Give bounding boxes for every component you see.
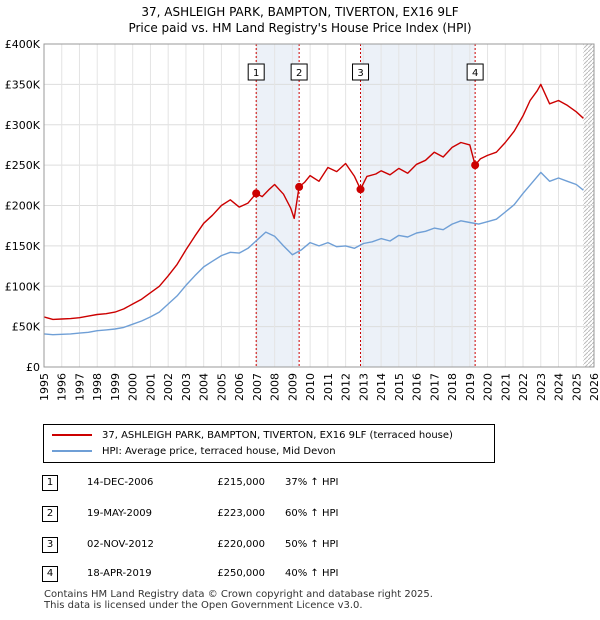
footer-line-2: This data is licensed under the Open Gov… <box>44 600 363 611</box>
chart-title: 37, ASHLEIGH PARK, BAMPTON, TIVERTON, EX… <box>0 4 600 36</box>
sale-point <box>356 185 365 194</box>
sale-number-badge: 4 <box>42 566 58 582</box>
sale-price: £250,000 <box>217 568 265 579</box>
title-line-1: 37, ASHLEIGH PARK, BAMPTON, TIVERTON, EX… <box>141 5 459 19</box>
x-tick-label: 2008 <box>269 373 282 401</box>
sale-label-box <box>352 63 370 81</box>
x-tick-label: 2024 <box>553 373 566 401</box>
y-tick-label: £0 <box>26 361 40 374</box>
y-tick-label: £100K <box>5 280 41 293</box>
legend-swatch-hpi <box>52 450 92 452</box>
x-tick-label: 2007 <box>251 373 264 401</box>
y-tick-label: £300K <box>5 119 41 132</box>
sale-label-box <box>466 63 484 81</box>
x-tick-label: 2019 <box>464 373 477 401</box>
sale-hpi-change: 40% ↑ HPI <box>285 568 339 579</box>
legend-label-hpi: HPI: Average price, terraced house, Mid … <box>102 446 336 457</box>
sale-hpi-change: 60% ↑ HPI <box>285 508 339 519</box>
price-chart: 1 2 3 4 £0 £50K £100K £150K £200K £250K £300K £350K… <box>5 38 600 401</box>
property-series-line <box>43 83 584 321</box>
x-tick-label: 2003 <box>180 373 193 401</box>
sale-date: 19-MAY-2009 <box>87 508 153 519</box>
footer-line-1: Contains HM Land Registry data © Crown c… <box>44 589 433 600</box>
sale-point <box>471 161 480 170</box>
sale-label: 4 <box>472 68 478 79</box>
y-tick-label: £350K <box>5 78 41 91</box>
table-row: 2 19-MAY-2009 £223,000 60% ↑ HPI <box>0 506 600 526</box>
x-tick-label: 2017 <box>428 373 441 401</box>
sale-date: 14-DEC-2006 <box>87 477 154 488</box>
x-tick-label: 2009 <box>286 373 299 401</box>
sale-price: £223,000 <box>217 508 265 519</box>
x-tick-label: 2005 <box>215 373 228 401</box>
sale-number-badge: 3 <box>42 537 58 553</box>
sale-label: 1 <box>253 68 259 79</box>
hpi-series-line <box>43 171 584 336</box>
footer-attribution: Contains HM Land Registry data © Crown c… <box>44 589 433 611</box>
table-row: 1 14-DEC-2006 £215,000 37% ↑ HPI <box>0 475 600 495</box>
x-tick-label: 2012 <box>340 373 353 401</box>
y-tick-label: £250K <box>5 159 41 172</box>
x-tick-label: 2020 <box>482 373 495 401</box>
plot-border <box>43 43 595 368</box>
sale-label: 2 <box>296 68 302 79</box>
y-tick-label: £150K <box>5 240 41 253</box>
x-tick-label: 1996 <box>56 373 69 401</box>
x-tick-label: 1998 <box>91 373 104 401</box>
y-tick-label: £200K <box>5 200 41 213</box>
sale-price: £220,000 <box>217 539 265 550</box>
x-tick-label: 2021 <box>499 373 512 401</box>
table-row: 4 18-APR-2019 £250,000 40% ↑ HPI <box>0 566 600 586</box>
sale-label-box <box>247 63 265 81</box>
x-tick-label: 1997 <box>73 373 86 401</box>
sale-label-box <box>290 63 308 81</box>
x-tick-label: 2014 <box>375 373 388 401</box>
legend-item-property: 37, ASHLEIGH PARK, BAMPTON, TIVERTON, EX… <box>52 428 453 444</box>
sale-number-badge: 2 <box>42 506 58 522</box>
title-line-2: Price paid vs. HM Land Registry's House … <box>128 21 472 35</box>
sale-price: £215,000 <box>217 477 265 488</box>
x-tick-label: 2011 <box>322 373 335 401</box>
x-tick-label: 2026 <box>588 373 600 401</box>
x-tick-label: 2015 <box>393 373 406 401</box>
x-tick-label: 2025 <box>570 373 583 401</box>
x-tick-label: 2002 <box>162 373 175 401</box>
table-row: 3 02-NOV-2012 £220,000 50% ↑ HPI <box>0 537 600 557</box>
legend-swatch-property <box>52 434 92 436</box>
x-tick-label: 2004 <box>198 373 211 401</box>
sale-number-badge: 1 <box>42 475 58 491</box>
x-tick-label: 2023 <box>535 373 548 401</box>
x-tick-label: 1999 <box>109 373 122 401</box>
x-tick-label: 2018 <box>446 373 459 401</box>
legend-item-hpi: HPI: Average price, terraced house, Mid … <box>52 444 336 460</box>
x-tick-label: 1995 <box>38 373 51 401</box>
sale-label: 3 <box>357 68 363 79</box>
chart-legend: 37, ASHLEIGH PARK, BAMPTON, TIVERTON, EX… <box>43 424 495 463</box>
sale-date: 02-NOV-2012 <box>87 539 154 550</box>
sale-point <box>252 189 261 198</box>
x-tick-label: 2010 <box>304 373 317 401</box>
x-tick-label: 2022 <box>517 373 530 401</box>
sale-point <box>295 182 304 191</box>
legend-label-property: 37, ASHLEIGH PARK, BAMPTON, TIVERTON, EX… <box>102 430 453 441</box>
x-tick-label: 2013 <box>357 373 370 401</box>
sale-date: 18-APR-2019 <box>87 568 152 579</box>
x-tick-label: 2000 <box>127 373 140 401</box>
x-tick-label: 2006 <box>233 373 246 401</box>
sale-hpi-change: 50% ↑ HPI <box>285 539 339 550</box>
x-tick-label: 2016 <box>411 373 424 401</box>
y-tick-label: £400K <box>5 38 41 51</box>
sale-hpi-change: 37% ↑ HPI <box>285 477 339 488</box>
x-tick-label: 2001 <box>144 373 157 401</box>
y-tick-label: £50K <box>12 321 41 334</box>
